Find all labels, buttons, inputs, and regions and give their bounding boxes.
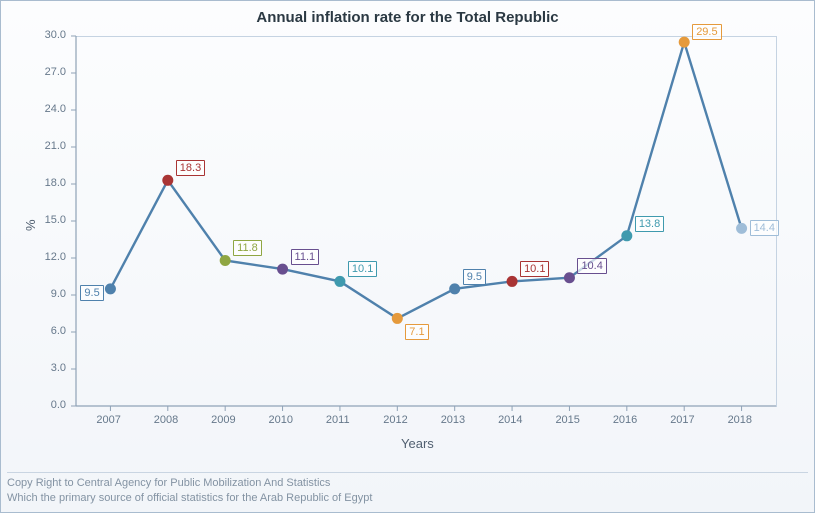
data-point-label: 11.8 [233,240,262,256]
x-tick-label: 2017 [670,414,694,426]
x-tick-label: 2015 [555,414,579,426]
data-point-label: 13.8 [635,216,664,232]
data-point-label: 10.1 [520,261,549,277]
x-tick-label: 2009 [211,414,235,426]
y-tick-label: 0.0 [51,399,66,411]
y-tick-label: 24.0 [45,103,66,115]
x-tick-label: 2014 [498,414,522,426]
x-tick-label: 2011 [326,414,350,426]
data-point-label: 10.4 [577,258,606,274]
y-tick-label: 27.0 [45,66,66,78]
y-tick-label: 15.0 [45,214,66,226]
data-point-label: 10.1 [348,261,377,277]
x-tick-label: 2013 [441,414,465,426]
x-axis-title: Years [401,436,434,451]
x-tick-label: 2008 [154,414,178,426]
chart-footer: Copy Right to Central Agency for Public … [7,472,808,506]
y-axis-title: % [23,219,38,231]
data-point-label: 7.1 [405,324,428,340]
chart-container: Annual inflation rate for the Total Repu… [0,0,815,513]
data-point-label: 14.4 [750,220,779,236]
data-point-label: 9.5 [463,269,486,285]
x-tick-label: 2018 [728,414,752,426]
x-tick-label: 2016 [613,414,637,426]
x-tick-label: 2012 [383,414,407,426]
y-tick-label: 9.0 [51,288,66,300]
y-tick-label: 12.0 [45,251,66,263]
y-tick-label: 6.0 [51,325,66,337]
data-point-label: 29.5 [692,24,721,40]
data-point-label: 9.5 [80,285,103,301]
x-tick-label: 2007 [96,414,120,426]
data-point-label: 11.1 [291,249,320,265]
footer-line-1: Copy Right to Central Agency for Public … [7,476,808,491]
x-tick-label: 2010 [269,414,293,426]
y-tick-label: 30.0 [45,29,66,41]
data-point-label: 18.3 [176,160,205,176]
y-tick-label: 21.0 [45,140,66,152]
footer-line-2: Which the primary source of official sta… [7,491,808,506]
y-tick-label: 18.0 [45,177,66,189]
y-tick-label: 3.0 [51,362,66,374]
